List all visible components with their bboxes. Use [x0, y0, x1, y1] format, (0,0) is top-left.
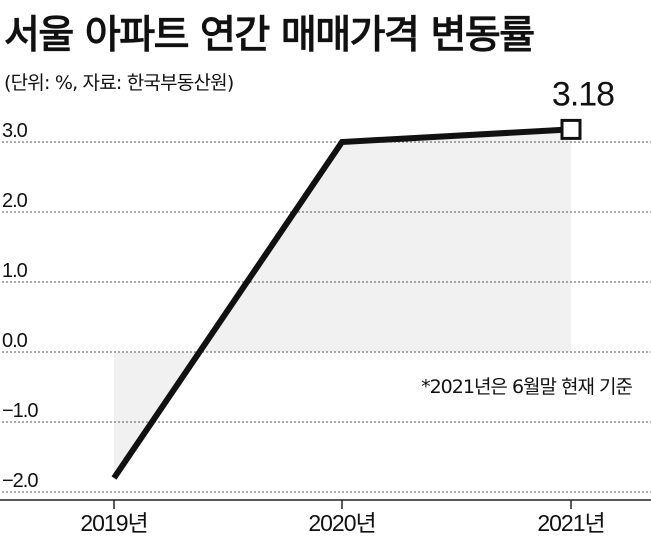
- y-tick-label: 3.0: [2, 120, 28, 142]
- data-point-marker: [560, 118, 582, 140]
- footnote: *2021년은 6월말 현재 기준: [421, 376, 632, 398]
- x-tick-label: 2021년: [537, 510, 604, 536]
- x-tick-label: 2020년: [308, 510, 375, 536]
- y-tick-label: 0.0: [2, 330, 28, 352]
- y-tick-label: −1.0: [2, 400, 38, 422]
- y-tick-label: 2.0: [2, 190, 28, 212]
- y-tick-label: −2.0: [2, 470, 38, 492]
- data-label: 3.18: [552, 75, 614, 113]
- area-fill: [114, 129, 571, 478]
- chart-title: 서울 아파트 연간 매매가격 변동률: [4, 13, 535, 58]
- chart-subtitle: (단위: %, 자료: 한국부동산원): [4, 72, 234, 94]
- x-tick-label: 2019년: [80, 510, 147, 536]
- y-tick-label: 1.0: [2, 260, 28, 282]
- series-line: [111, 126, 572, 480]
